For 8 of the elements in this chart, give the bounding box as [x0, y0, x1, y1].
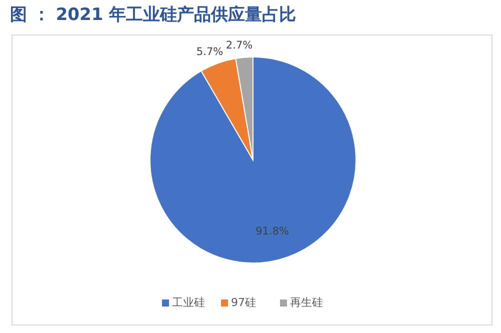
legend-label: 97硅	[231, 296, 256, 310]
data-label: 5.7%	[196, 46, 224, 58]
data-label: 91.8%	[256, 225, 290, 238]
legend-label: 再生硅	[290, 296, 323, 310]
data-label: 2.7%	[226, 39, 253, 52]
legend-label: 工业硅	[172, 296, 205, 310]
chart-title: 图 ： 2021 年工业硅产品供应量占比	[10, 5, 296, 25]
pie-slice	[150, 56, 356, 264]
